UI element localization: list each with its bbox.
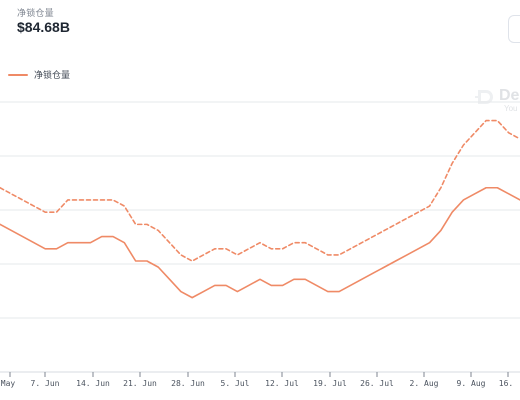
x-tick-label: 16. [499, 379, 513, 388]
x-tick-label: 5. Jul [221, 379, 250, 388]
grid-lines [0, 101, 520, 373]
defillama-logo-icon [475, 90, 493, 104]
x-tick-label: 2. Aug [410, 379, 439, 388]
watermark: De You [474, 87, 520, 117]
series-layer [0, 119, 520, 299]
x-tick-label: 9. Aug [457, 379, 486, 388]
legend-swatch [8, 74, 28, 76]
x-axis-labels: May 7. Jun 14. Jun 21. Jun 28. Jun 5. Ju… [1, 379, 513, 388]
x-tick-label: 26. Jul [360, 379, 394, 388]
x-tick-label: 28. Jun [171, 379, 205, 388]
metric-value: $84.68B [17, 19, 70, 35]
legend-label: 净锁仓量 [34, 70, 71, 80]
watermark-brand: De [499, 87, 520, 104]
x-tick-label: 7. Jun [31, 379, 60, 388]
x-tick-label: 21. Jun [123, 379, 157, 388]
dashed-series-line [0, 119, 520, 262]
metric-label: 净锁仓量 [17, 8, 54, 18]
x-tick-label: 19. Jul [313, 379, 347, 388]
solid-series-line [0, 186, 520, 299]
top-right-control[interactable] [508, 15, 520, 43]
x-tick-label: May [1, 379, 16, 388]
x-axis-ticks [9, 372, 509, 377]
x-tick-label: 14. Jun [76, 379, 110, 388]
x-tick-label: 12. Jul [265, 379, 299, 388]
watermark-sub: You [504, 104, 518, 113]
legend[interactable]: 净锁仓量 [8, 69, 70, 81]
